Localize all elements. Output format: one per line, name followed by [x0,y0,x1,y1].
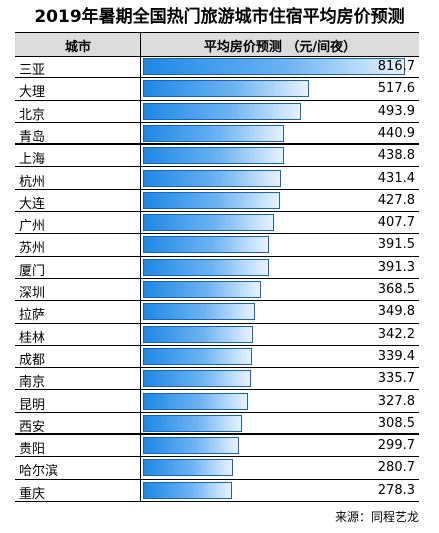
table-row: 厦门 391.3 [15,257,419,279]
price-value: 278.3 [377,482,415,498]
price-bar [143,281,262,298]
price-value: 493.9 [377,103,415,119]
price-value: 407.7 [377,215,415,231]
table-row: 西安 308.5 [15,413,419,436]
city-label: 昆明 [19,397,46,413]
column-header-city: 城市 [64,40,91,55]
table-row: 三亚 816.7 [15,56,419,79]
price-bar [143,414,242,432]
price-value: 335.7 [377,371,415,387]
price-value: 327.8 [377,393,415,409]
price-bar [143,124,285,142]
city-label: 南京 [19,375,46,391]
price-value: 816.7 [377,59,415,74]
price-value: 308.5 [377,415,415,431]
price-bar [143,303,256,321]
price-bar [143,392,249,410]
price-bar [143,459,234,477]
city-label: 贵阳 [19,442,46,458]
price-bar [143,347,252,365]
city-label: 大连 [19,196,46,212]
price-bar [143,236,269,254]
price-bar [143,214,274,232]
city-label: 大理 [19,85,46,101]
table-row: 杭州 431.4 [15,168,419,190]
table-header: 城市 平均房价预测 （元/间夜） [15,32,419,57]
table-row: 大理 517.6 [15,78,419,101]
city-label: 厦门 [19,263,46,279]
table-row: 南京 335.7 [15,368,419,391]
city-label: 桂林 [19,330,46,346]
price-value: 280.7 [377,460,415,476]
city-label: 北京 [19,107,46,123]
table-row: 上海 438.8 [15,145,419,168]
city-label: 苏州 [19,241,46,257]
city-label: 杭州 [19,174,46,190]
price-value: 391.3 [377,259,415,275]
price-bar [143,437,240,455]
table-row: 哈尔滨 280.7 [15,457,419,480]
table-row: 贵阳 299.7 [15,435,419,458]
table-row: 大连 427.8 [15,190,419,213]
table-row: 青岛 440.9 [15,123,419,146]
table-row: 昆明 327.8 [15,391,419,413]
price-value: 349.8 [377,304,415,320]
city-label: 深圳 [19,286,46,301]
column-divider [140,32,141,502]
city-label: 重庆 [19,486,46,502]
price-value: 391.5 [377,237,415,253]
city-label: 三亚 [19,63,46,78]
chart-title: 2019年暑期全国热门旅游城市住宿平均房价预测 [34,7,405,27]
table-row: 拉萨 349.8 [15,301,419,324]
price-bar [143,58,405,75]
city-label: 成都 [19,352,46,368]
table-row: 深圳 368.5 [15,279,419,302]
price-value: 368.5 [377,282,415,297]
price-bar [143,325,253,343]
price-value: 342.2 [377,326,415,342]
table-row: 桂林 342.2 [15,324,419,346]
table-row: 苏州 391.5 [15,234,419,257]
price-bar [143,370,251,388]
price-value: 438.8 [377,148,415,164]
source-note: 来源：同程艺龙 [334,510,419,524]
price-bar [143,80,310,98]
table-row: 成都 339.4 [15,346,419,369]
city-label: 青岛 [19,129,46,145]
price-bar [143,258,269,276]
price-bar [143,102,302,120]
price-value: 427.8 [377,192,415,208]
price-value: 339.4 [377,348,415,364]
column-header-price: 平均房价预测 （元/间夜） [203,40,357,55]
price-bar [143,481,233,499]
table-row: 北京 493.9 [15,101,419,123]
table-row: 重庆 278.3 [15,480,419,502]
price-bar [143,169,282,187]
price-value: 440.9 [377,125,415,141]
city-label: 上海 [19,152,46,168]
city-label: 拉萨 [19,308,46,324]
price-value: 431.4 [377,170,415,186]
price-value: 517.6 [377,81,415,97]
city-label: 广州 [19,219,46,235]
city-label: 西安 [19,419,46,435]
price-value: 299.7 [377,438,415,454]
city-label: 哈尔滨 [19,464,59,480]
price-bar [143,191,281,209]
price-bar [143,147,284,165]
table-row: 广州 407.7 [15,212,419,235]
